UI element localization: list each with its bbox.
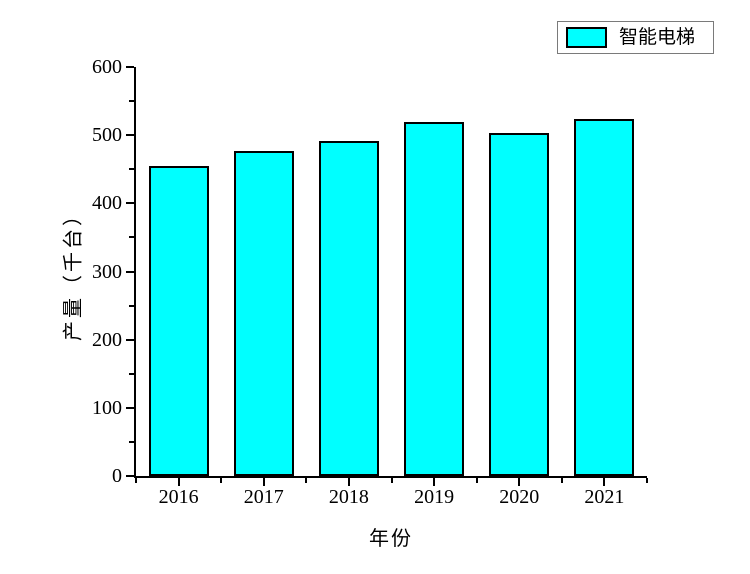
- y-tick-label-400: 400: [92, 192, 122, 215]
- y-major-tick-0: [126, 475, 134, 477]
- legend-label: 智能电梯: [619, 27, 696, 48]
- bar-2018: [318, 140, 379, 476]
- y-minor-tick-250: [129, 304, 134, 307]
- x-minor-tick-2: [305, 478, 308, 483]
- y-major-tick-300: [126, 270, 134, 273]
- plot-area: 0 100 200 300 400 500 600 2016 2017 2018 2019 2020 2…: [92, 57, 648, 507]
- y-axis-title: 产量（千台）: [62, 203, 85, 341]
- y-major-tick-100: [126, 406, 134, 409]
- bar-2016: [148, 165, 209, 476]
- x-tick-label-2021: 2021: [584, 486, 625, 508]
- x-major-tick-2016: [177, 478, 180, 486]
- y-tick-label-600: 600: [92, 56, 122, 78]
- x-major-tick-2018: [347, 478, 350, 486]
- bar-2021: [574, 118, 635, 476]
- bar-2017: [233, 150, 294, 476]
- y-tick-label-200: 200: [92, 328, 122, 351]
- legend-box: 智能电梯: [557, 21, 714, 54]
- y-major-tick-600: [126, 66, 134, 68]
- x-major-tick-2019: [433, 478, 436, 486]
- y-minor-tick-450: [129, 168, 134, 171]
- y-minor-tick-50: [129, 440, 134, 443]
- x-minor-tick-5: [560, 478, 563, 483]
- x-minor-tick-6: [646, 478, 648, 483]
- y-major-tick-200: [126, 338, 134, 341]
- x-tick-label-2016: 2016: [158, 486, 199, 508]
- x-tick-label-2020: 2020: [499, 486, 540, 508]
- x-minor-tick-1: [220, 478, 223, 483]
- x-tick-label-2019: 2019: [414, 486, 455, 508]
- y-tick-label-500: 500: [92, 124, 122, 147]
- x-major-tick-2020: [518, 478, 521, 486]
- x-minor-tick-0: [135, 478, 137, 483]
- x-tick-label-2017: 2017: [243, 486, 284, 508]
- x-axis-title: 年份: [369, 528, 413, 550]
- y-tick-label-0: 0: [112, 465, 122, 487]
- y-minor-tick-550: [129, 100, 134, 103]
- y-major-tick-500: [126, 134, 134, 137]
- x-minor-tick-4: [475, 478, 478, 483]
- x-major-tick-2017: [262, 478, 265, 486]
- y-major-tick-400: [126, 202, 134, 205]
- y-tick-label-100: 100: [92, 396, 122, 419]
- x-major-tick-2021: [603, 478, 606, 486]
- bar-2020: [489, 133, 550, 476]
- y-minor-tick-150: [129, 372, 134, 375]
- legend-swatch-icon: [566, 27, 607, 48]
- x-tick-label-2018: 2018: [328, 486, 369, 508]
- x-minor-tick-3: [390, 478, 393, 483]
- y-tick-label-300: 300: [92, 260, 122, 283]
- bar-2019: [404, 122, 465, 476]
- y-minor-tick-350: [129, 236, 134, 239]
